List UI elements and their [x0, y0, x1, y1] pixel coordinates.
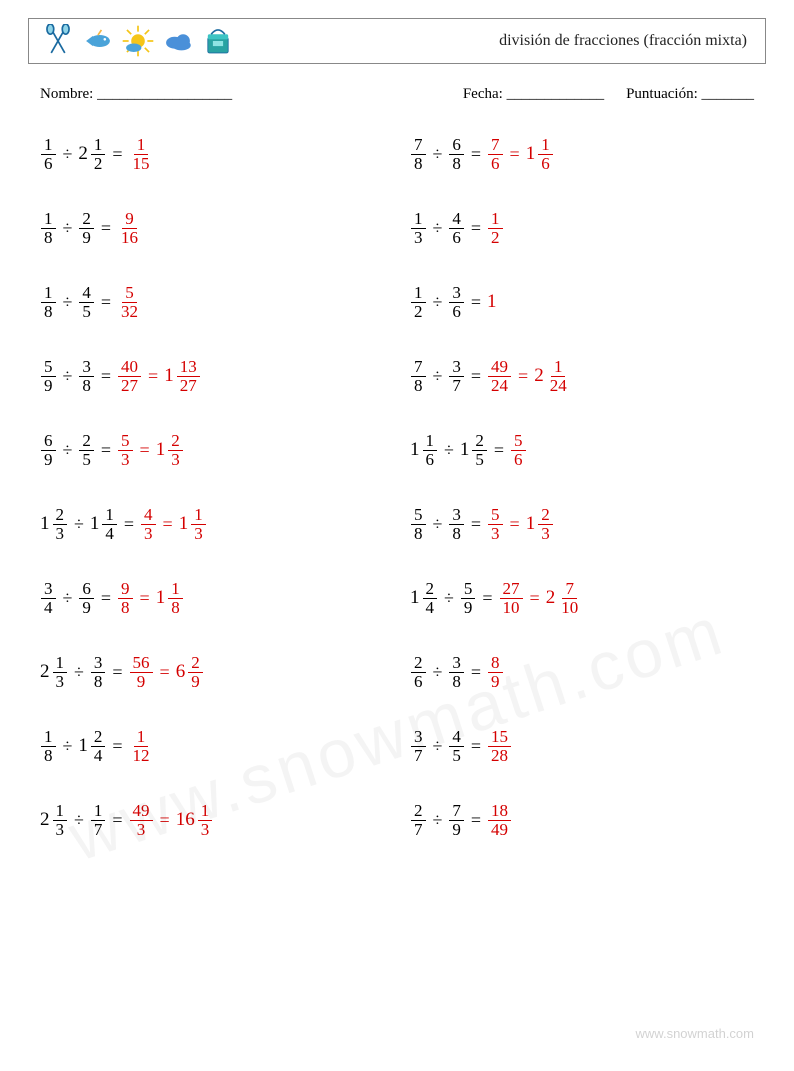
problems-col-right: 78÷68=76=11613÷46=1212÷36=178÷37=4924=21…: [410, 117, 780, 857]
worksheet-header: división de fracciones (fracción mixta): [28, 18, 766, 64]
worksheet-title: división de fracciones (fracción mixta): [499, 32, 747, 50]
oars-icon: [41, 24, 75, 58]
problem-row: 13÷46=12: [410, 191, 780, 265]
name-field: Nombre: __________________: [40, 86, 232, 103]
fish-icon: [81, 24, 115, 58]
problem-row: 58÷38=53=123: [410, 487, 780, 561]
sun-icon: [121, 24, 155, 58]
date-label: Fecha:: [463, 86, 503, 102]
problem-row: 78÷37=4924=2124: [410, 339, 780, 413]
problem-row: 123÷114=43=113: [40, 487, 410, 561]
name-blank: __________________: [97, 86, 232, 102]
problem-row: 18÷45=532: [40, 265, 410, 339]
problem-row: 18÷29=916: [40, 191, 410, 265]
cooler-icon: [201, 24, 235, 58]
problem-row: 34÷69=98=118: [40, 561, 410, 635]
footer-link: www.snowmath.com: [636, 1026, 754, 1041]
header-icon-row: [41, 24, 235, 58]
problem-row: 37÷45=1528: [410, 709, 780, 783]
problem-row: 12÷36=1: [410, 265, 780, 339]
problem-row: 213÷17=493=1613: [40, 783, 410, 857]
cloud-icon: [161, 24, 195, 58]
problem-row: 69÷25=53=123: [40, 413, 410, 487]
problem-row: 78÷68=76=116: [410, 117, 780, 191]
date-blank: _____________: [507, 86, 605, 102]
problem-row: 27÷79=1849: [410, 783, 780, 857]
problems-col-left: 16÷212=11518÷29=91618÷45=53259÷38=4027=1…: [40, 117, 410, 857]
problem-row: 213÷38=569=629: [40, 635, 410, 709]
problem-row: 16÷212=115: [40, 117, 410, 191]
meta-row: Nombre: __________________ Fecha: ______…: [40, 86, 754, 103]
score-label: Puntuación:: [626, 86, 698, 102]
problem-row: 124÷59=2710=2710: [410, 561, 780, 635]
date-field: Fecha: _____________: [463, 86, 604, 103]
name-label: Nombre:: [40, 86, 93, 102]
score-blank: _______: [702, 86, 755, 102]
problem-row: 18÷124=112: [40, 709, 410, 783]
problem-row: 26÷38=89: [410, 635, 780, 709]
score-field: Puntuación: _______: [626, 86, 754, 103]
problems-grid: 16÷212=11518÷29=91618÷45=53259÷38=4027=1…: [40, 117, 794, 857]
problem-row: 116÷125=56: [410, 413, 780, 487]
problem-row: 59÷38=4027=11327: [40, 339, 410, 413]
